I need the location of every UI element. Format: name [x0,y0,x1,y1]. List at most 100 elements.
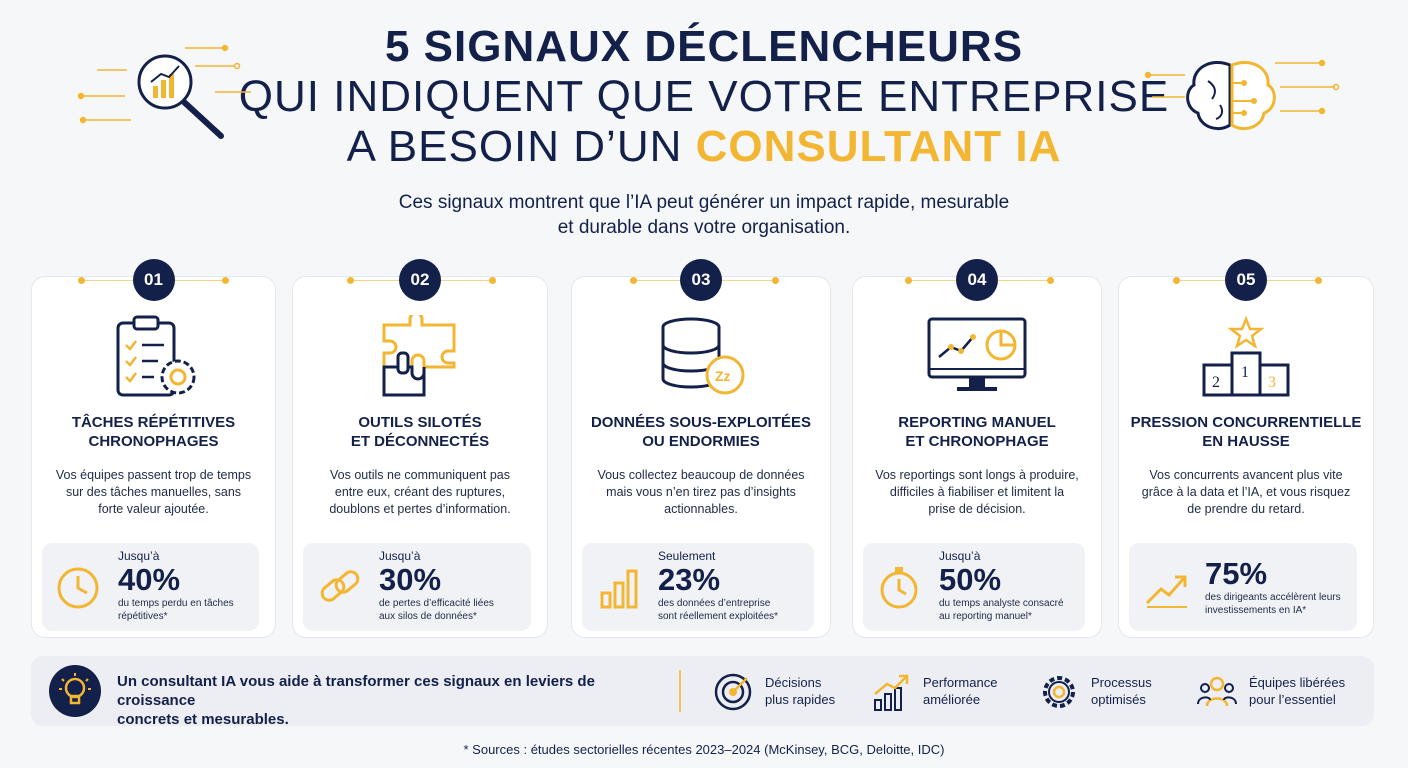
signal-card-3: 03 Zz DONNÉES SOUS-EXPLOITÉES OU ENDORMI… [571,259,831,638]
puzzle-icon [382,315,456,397]
benefit-label-line-1: Équipes libérées [1249,675,1346,690]
card-title-line-1: REPORTING MANUEL [898,414,1056,431]
card-desc-line-1: Vos outils ne communiquent pas [330,468,510,482]
card-description: Vos outils ne communiquent pas entre eux… [305,467,535,518]
card-desc-line-2: difficiles à fiabiliser et limitent la [889,485,1065,499]
card-title: TÂCHES RÉPÉTITIVES CHRONOPHAGES [38,413,269,451]
stat-desc-line-1: du temps analyste consacré [939,598,1064,609]
stat-box: Jusqu’à 50% du temps analyste consacré a… [863,543,1085,631]
stopwatch-icon [880,567,918,609]
benefit-label-line-1: Performance [923,675,998,690]
stat-prefix: Jusqu’à [939,549,981,563]
stat-text: Jusqu’à 50% du temps analyste consacré a… [939,549,1079,623]
svg-text:Zz: Zz [715,368,731,384]
card-title: OUTILS SILOTÉS ET DÉCONNECTÉS [299,413,541,451]
card-desc-line-2: grâce à la data et l’IA, et vous risquez [1141,485,1351,499]
stat-desc-line-2: répétitives* [118,611,168,622]
stat-desc-line-2: aux silos de données* [379,611,477,622]
card-title-line-1: TÂCHES RÉPÉTITIVES [71,414,236,431]
title-line-3-prefix: A BESOIN D’UN [346,122,696,171]
page-title: 5 SIGNAUX DÉCLENCHEURS QUI INDIQUENT QUE… [0,22,1408,172]
trend-up-icon [1145,575,1187,608]
card-description: Vos concurrents avancent plus vite grâce… [1131,467,1361,518]
stat-box: Jusqu’à 30% de pertes d’efficacité liées… [303,543,531,631]
stat-text: Jusqu’à 30% de pertes d’efficacité liées… [379,549,525,623]
stat-desc-line-2: au reporting manuel* [939,611,1032,622]
benefit-teams: Équipes libérées pour l’essentiel [1197,668,1367,714]
benefit-performance: Performance améliorée [871,668,1021,714]
card-desc-line-3: forte valeur ajoutée. [98,502,209,516]
benefit-label-line-2: plus rapides [765,692,836,707]
benefit-faster-decisions: Décisions plus rapides [713,668,853,714]
monitor-chart-icon [927,317,1027,391]
card-desc-line-2: entre eux, créant des ruptures, [334,485,506,499]
card-title-line-2: OU ENDORMIES [642,433,760,450]
benefit-label-line-2: optimisés [1091,692,1146,707]
card-title: DONNÉES SOUS-EXPLOITÉES OU ENDORMIES [578,413,824,451]
growth-chart-icon [874,674,909,711]
podium-label-1: 1 [1241,364,1249,381]
card-title-line-1: PRESSION CONCURRENTIELLE [1130,414,1362,431]
banner-text: Un consultant IA vous aide à transformer… [117,672,677,729]
card-title: PRESSION CONCURRENTIELLE EN HAUSSE [1125,413,1367,451]
benefit-label-line-2: pour l’essentiel [1249,692,1336,707]
card-number-badge: 01 [132,259,175,301]
bar-chart-icon [600,569,638,609]
stat-desc-line-1: de pertes d’efficacité liées [379,598,494,609]
benefit-label-line-2: améliorée [923,692,981,707]
card-number-badge: 05 [1225,259,1267,301]
stat-text: Jusqu’à 40% du temps perdu en tâches rép… [118,549,253,623]
database-sleep-icon: Zz [661,317,745,395]
benefit-label-line-1: Décisions [765,675,822,690]
card-title-line-2: ET DÉCONNECTÉS [350,433,490,450]
stat-desc-line-1: du temps perdu en tâches [118,598,234,609]
stat-desc-line-2: sont réellement exploitées* [658,611,779,622]
clock-icon [57,567,99,609]
stat-value: 30% [379,562,442,597]
subtitle-line-2: et durable dans votre organisation. [557,217,851,238]
signal-card-5: 05 2 1 3 PRESSION CONCURRENTIELLE EN HAU… [1118,259,1374,638]
stat-desc-line-1: des dirigeants accélèrent leurs [1205,592,1341,603]
card-desc-line-3: prise de décision. [928,502,1026,516]
subtitle: Ces signaux montrent que l’IA peut génér… [0,190,1408,240]
stat-text: 75% des dirigeants accélèrent leurs inve… [1205,557,1351,617]
magnifier-chart-icon [77,44,251,139]
stat-desc-line-2: investissements en IA* [1205,605,1307,616]
signal-card-2: 02 OUTILS SILOTÉS ET DÉCONNECTÉS Vos out… [292,259,548,638]
brain-circuit-icon [1144,59,1340,130]
benefit-label: Processus optimisés [1091,674,1152,708]
stat-box: Jusqu’à 40% du temps perdu en tâches rép… [42,543,259,631]
card-desc-line-3: doublons et pertes d’information. [329,502,511,516]
stat-value: 50% [939,562,1002,597]
stat-box: Seulement 23% des données d’entreprise s… [582,543,814,631]
signal-card-1: 01 TÂCHES RÉPÉTITIVES CHRONOPHAGES Vos é… [31,259,276,638]
card-title-line-2: ET CHRONOPHAGE [905,433,1049,450]
card-desc-line-2: mais vous n’en tirez pas d’insights [606,485,796,499]
stat-box: 75% des dirigeants accélèrent leurs inve… [1129,543,1357,631]
conclusion-banner: Un consultant IA vous aide à transformer… [31,656,1374,729]
stat-prefix: Jusqu’à [379,549,421,563]
subtitle-line-1: Ces signaux montrent que l’IA peut génér… [398,192,1010,213]
card-title-line-1: OUTILS SILOTÉS [358,414,482,431]
card-number-badge: 03 [680,259,722,301]
clipboard-gear-icon [116,315,195,397]
card-description: Vous collectez beaucoup de données mais … [584,467,818,518]
card-description: Vos équipes passent trop de temps sur de… [44,467,263,518]
title-highlight: CONSULTANT IA [695,122,1062,171]
benefit-label: Décisions plus rapides [765,674,835,708]
podium-label-2: 2 [1212,374,1220,391]
title-line-2: QUI INDIQUENT QUE VOTRE ENTREPRISE [238,72,1170,121]
card-title-line-2: EN HAUSSE [1202,433,1290,450]
sources-footnote: * Sources : études sectorielles récentes… [463,742,945,757]
banner-text-line-1: Un consultant IA vous aide à transformer… [117,673,595,709]
lightbulb-icon [49,665,101,717]
podium-star-icon: 2 1 3 [1202,315,1290,397]
card-desc-line-1: Vos équipes passent trop de temps [55,468,252,482]
link-icon [320,570,360,602]
stat-prefix: Jusqu’à [118,549,160,563]
card-title-line-1: DONNÉES SOUS-EXPLOITÉES [590,414,812,431]
card-description: Vos reportings sont longs à produire, di… [865,467,1089,518]
stat-desc-line-1: des données d’entreprise [658,598,771,609]
card-number-badge: 02 [399,259,441,301]
stat-value: 75% [1205,556,1268,591]
